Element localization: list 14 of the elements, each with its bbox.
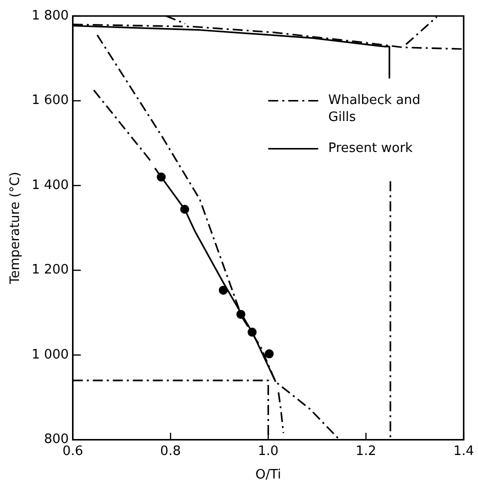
x-axis-title: O/Ti <box>255 468 282 483</box>
x-tick-label: 1.0 <box>258 444 279 459</box>
y-tick-label: 1 000 <box>32 347 69 362</box>
x-tick-label: 1.4 <box>453 444 474 459</box>
x-tick-label: 0.6 <box>62 444 84 459</box>
y-tick-label: 1 800 <box>32 8 69 24</box>
y-axis-title: Temperature (°C) <box>8 172 24 285</box>
x-tick-label: 1.2 <box>356 444 376 459</box>
y-tick-label: 1 200 <box>32 262 69 278</box>
legend-label: Present work <box>328 141 414 156</box>
legend-label: Whalbeck and Gills <box>328 93 420 126</box>
y-tick-label: 1 400 <box>32 178 69 193</box>
y-tick-label: 1 600 <box>32 93 69 108</box>
x-tick-label: 0.8 <box>160 444 181 459</box>
